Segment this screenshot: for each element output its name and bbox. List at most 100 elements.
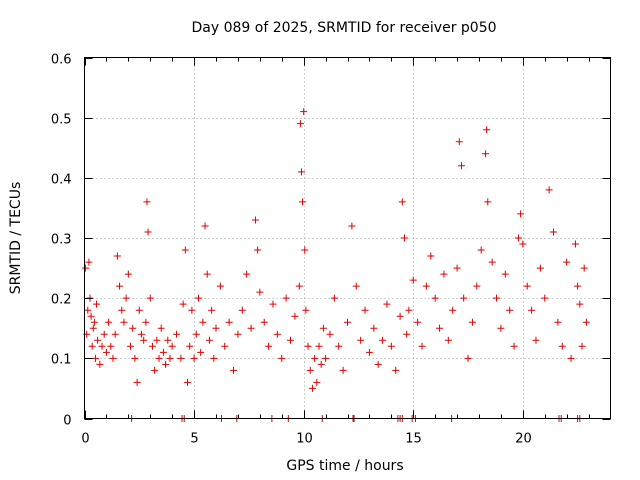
data-point — [186, 342, 194, 350]
x-tick-label: 20 — [515, 432, 532, 447]
data-point — [135, 306, 143, 314]
data-point — [295, 282, 303, 290]
data-point — [105, 318, 113, 326]
data-point — [322, 354, 330, 362]
x-axis-label: GPS time / hours — [286, 458, 403, 474]
data-point — [361, 306, 369, 314]
data-point — [501, 270, 509, 278]
data-point — [116, 282, 124, 290]
data-point — [146, 294, 154, 302]
data-point — [304, 342, 312, 350]
data-point — [164, 336, 172, 344]
data-point — [392, 366, 400, 374]
data-point — [216, 282, 224, 290]
data-point — [460, 294, 468, 302]
data-point — [563, 258, 571, 266]
data-point — [308, 384, 316, 392]
data-point — [133, 378, 141, 386]
data-point — [519, 240, 527, 248]
data-point — [339, 366, 347, 374]
data-point — [129, 324, 137, 332]
data-point — [118, 306, 126, 314]
data-point — [299, 198, 307, 206]
data-point — [554, 318, 562, 326]
data-point — [96, 360, 104, 368]
data-point — [315, 342, 323, 350]
data-point — [449, 306, 457, 314]
data-point — [482, 150, 490, 158]
data-point — [127, 342, 135, 350]
data-point — [326, 330, 334, 338]
data-point — [536, 264, 544, 272]
data-point — [203, 270, 211, 278]
data-point — [238, 306, 246, 314]
data-point — [144, 228, 152, 236]
data-point — [484, 198, 492, 206]
data-point — [582, 318, 590, 326]
data-point — [567, 354, 575, 362]
data-point — [357, 336, 365, 344]
data-point — [265, 342, 273, 350]
data-point — [532, 336, 540, 344]
data-point — [273, 330, 281, 338]
data-point — [317, 360, 325, 368]
data-point — [387, 342, 395, 350]
data-point — [528, 306, 536, 314]
data-point — [483, 126, 491, 134]
data-point — [431, 294, 439, 302]
data-point — [436, 324, 444, 332]
data-point — [137, 330, 145, 338]
data-point — [558, 342, 566, 350]
data-point — [194, 294, 202, 302]
data-point — [247, 324, 255, 332]
data-point — [159, 348, 167, 356]
data-point — [269, 300, 277, 308]
data-point — [199, 318, 207, 326]
y-tick-label: 0 — [63, 414, 71, 429]
data-point — [383, 300, 391, 308]
x-tick-label: 0 — [81, 432, 89, 447]
data-point — [379, 336, 387, 344]
data-point — [302, 306, 310, 314]
x-tick-label: 10 — [296, 432, 313, 447]
data-point — [517, 210, 525, 218]
data-point — [409, 276, 417, 284]
y-tick-label: 0.2 — [51, 293, 72, 308]
data-point — [523, 282, 531, 290]
data-point — [162, 360, 170, 368]
data-points — [82, 108, 590, 422]
data-point — [100, 330, 108, 338]
data-point — [403, 330, 411, 338]
data-point — [87, 312, 95, 320]
data-point — [578, 342, 586, 350]
data-point — [230, 366, 238, 374]
data-point — [464, 354, 472, 362]
data-point — [120, 318, 128, 326]
data-point — [251, 216, 259, 224]
y-axis-label: SRMTID / TECUs — [8, 182, 24, 295]
data-point — [545, 186, 553, 194]
x-tick-label: 5 — [190, 432, 198, 447]
data-point — [374, 360, 382, 368]
data-point — [427, 252, 435, 260]
data-point — [98, 342, 106, 350]
data-point — [352, 282, 360, 290]
data-point — [301, 246, 309, 254]
data-point — [319, 324, 327, 332]
data-point — [365, 348, 373, 356]
data-point — [234, 330, 242, 338]
data-point — [497, 324, 505, 332]
data-point — [143, 198, 151, 206]
data-point — [453, 264, 461, 272]
data-point — [168, 342, 176, 350]
data-point — [131, 354, 139, 362]
data-point — [88, 342, 96, 350]
data-point — [330, 294, 338, 302]
data-point — [550, 228, 558, 236]
x-tick-label: 15 — [405, 432, 422, 447]
data-point — [85, 258, 93, 266]
data-point — [541, 294, 549, 302]
data-point — [90, 318, 98, 326]
data-point — [493, 294, 501, 302]
data-point — [396, 312, 404, 320]
